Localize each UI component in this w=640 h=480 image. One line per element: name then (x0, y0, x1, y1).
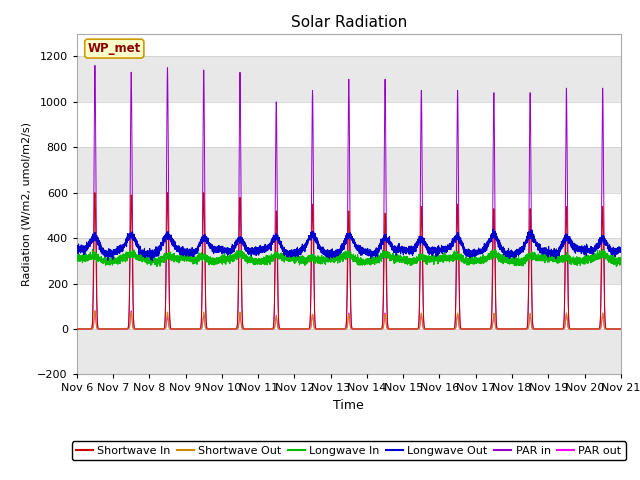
Bar (77, 238, 621, 284)
Legend: Shortwave In, Shortwave Out, Longwave In, Longwave Out, PAR in, PAR out: Shortwave In, Shortwave Out, Longwave In… (72, 441, 626, 460)
Bar (77, 329, 621, 374)
Title: Solar Radiation: Solar Radiation (291, 15, 407, 30)
Y-axis label: Radiation (W/m2, umol/m2/s): Radiation (W/m2, umol/m2/s) (22, 122, 32, 286)
Bar (77, 147, 621, 192)
X-axis label: Time: Time (333, 399, 364, 412)
Bar (77, 56, 621, 102)
Text: WP_met: WP_met (88, 42, 141, 55)
